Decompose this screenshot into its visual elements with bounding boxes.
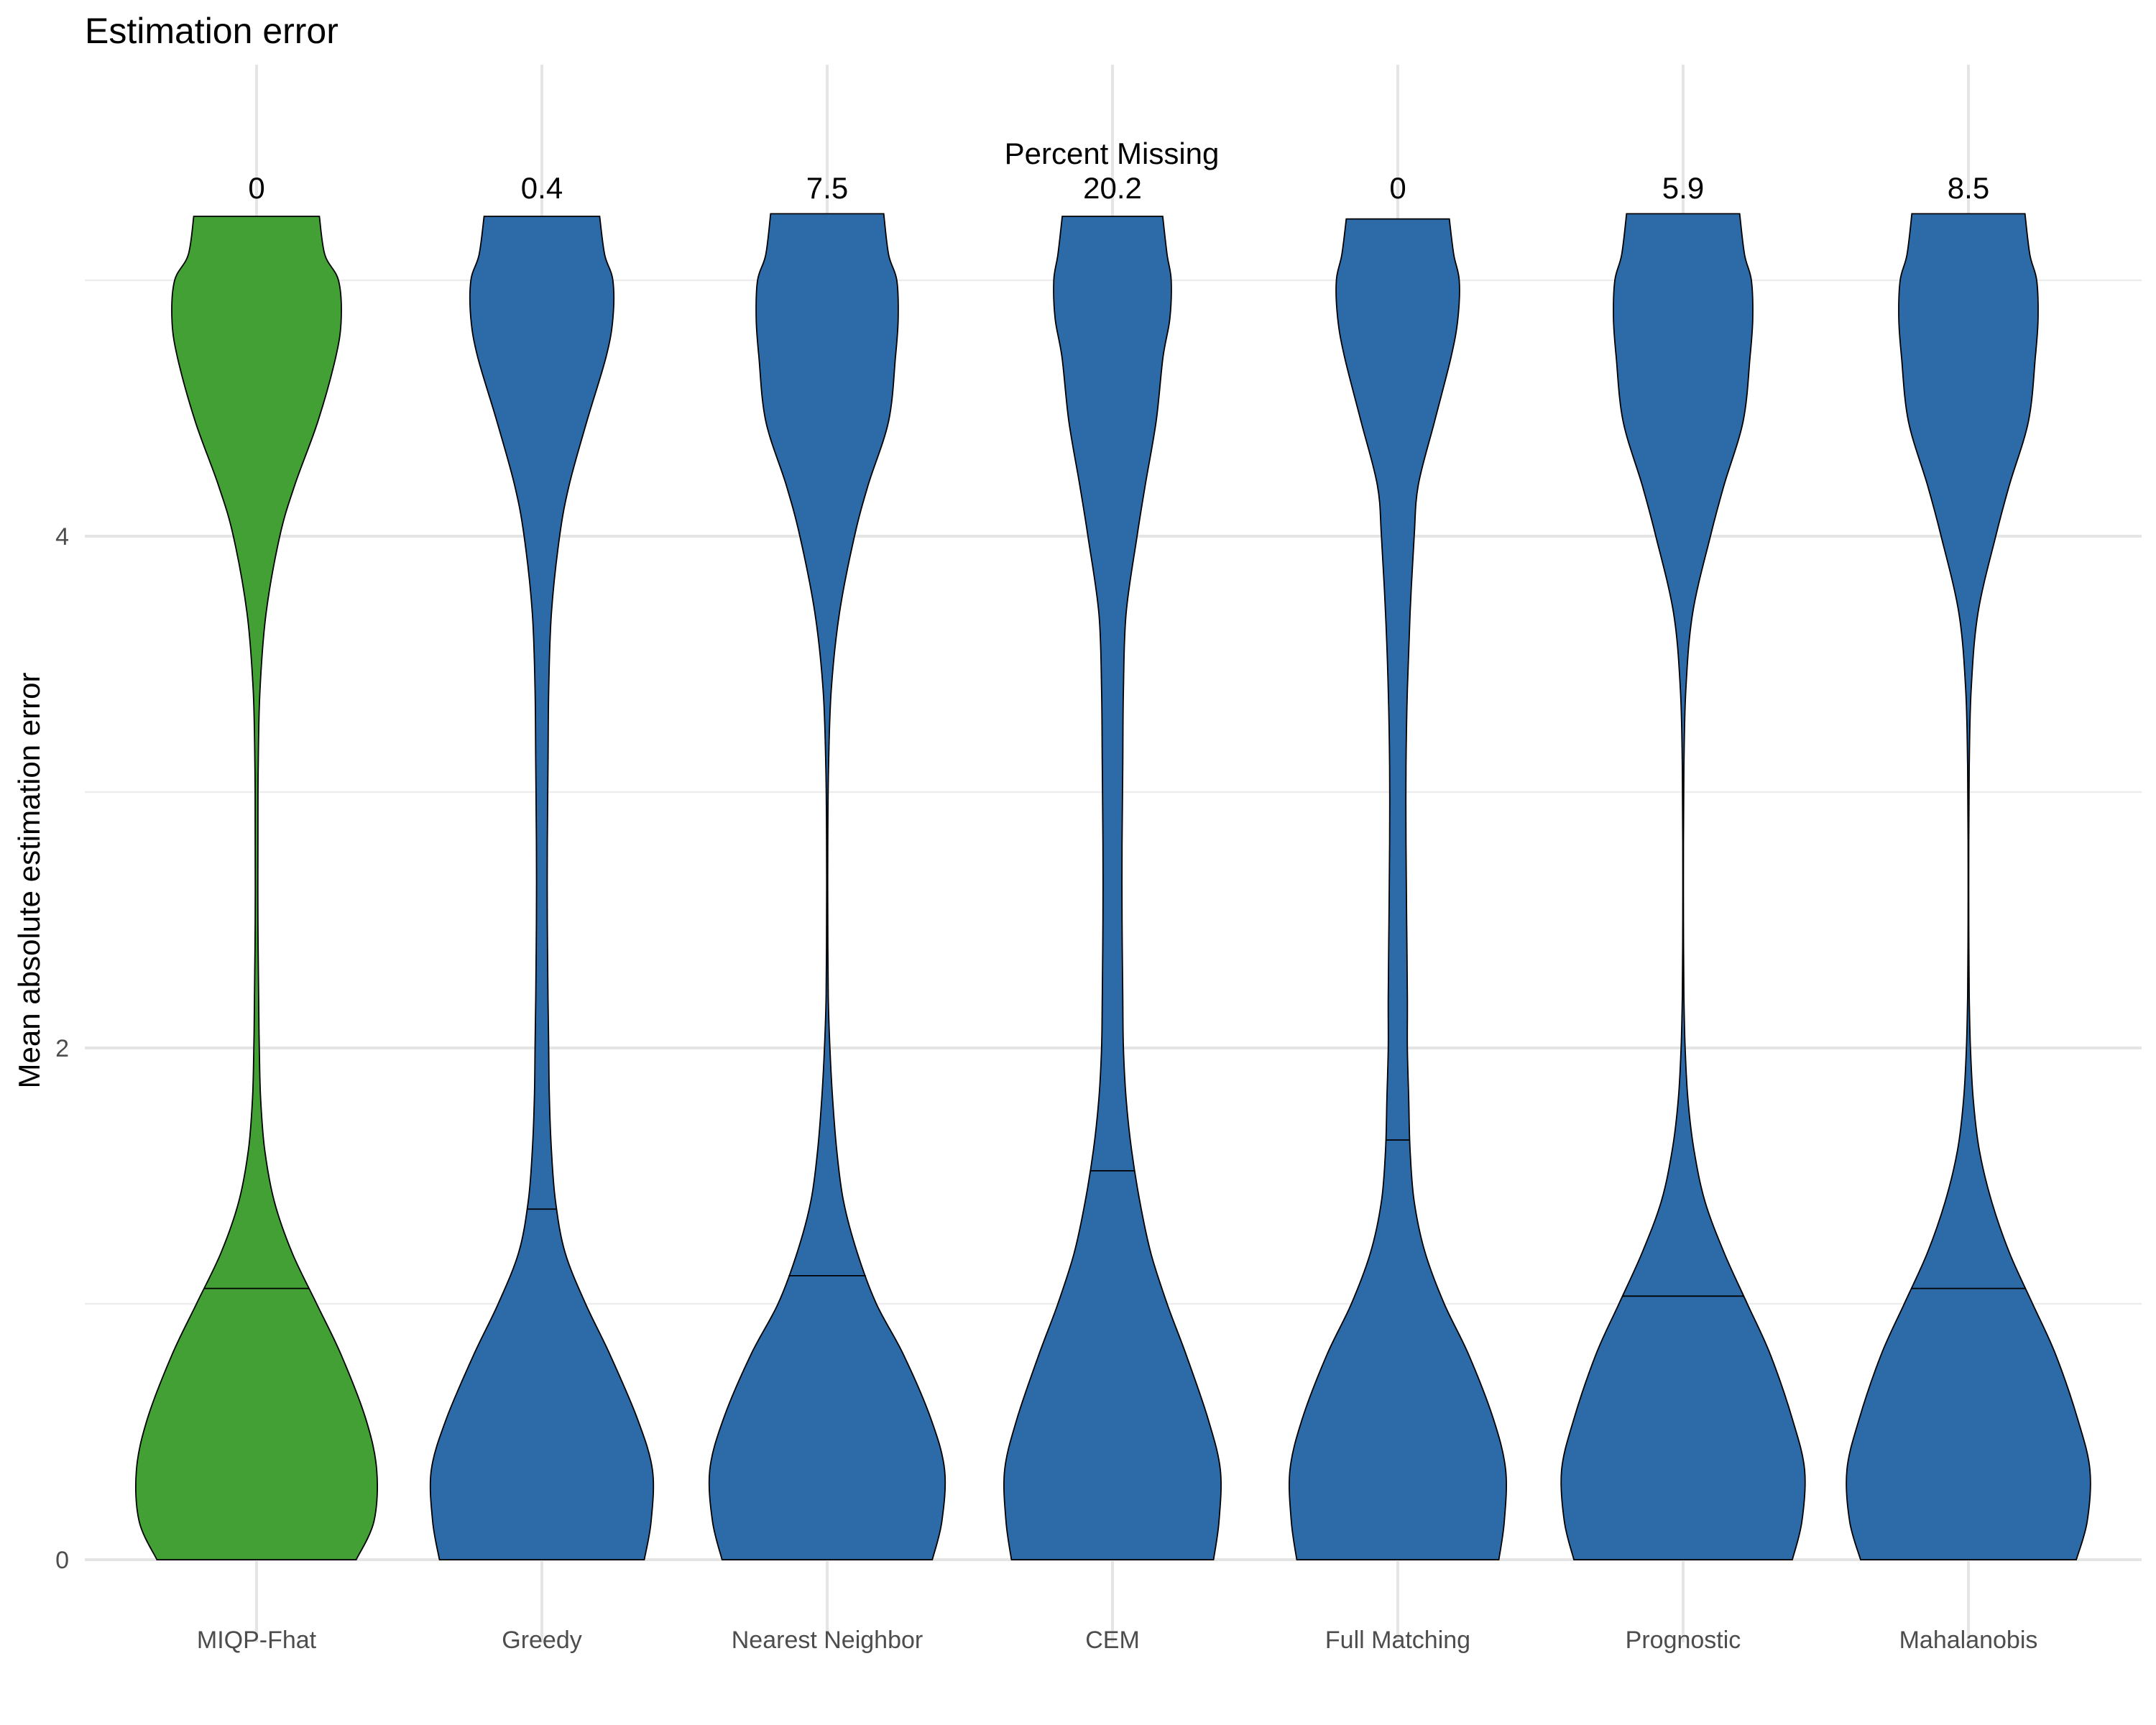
percent-missing-value: 0.4	[521, 171, 563, 205]
x-tick-label: Nearest Neighbor	[732, 1627, 923, 1654]
violin-prognostic	[1560, 213, 1806, 1560]
violin-full-matching	[1289, 218, 1507, 1560]
percent-missing-value: 7.5	[806, 171, 848, 205]
violin-cem	[1003, 216, 1222, 1560]
x-tick-label: MIQP-Fhat	[197, 1627, 317, 1654]
percent-missing-value: 8.5	[1948, 171, 1989, 205]
percent-missing-labels: 0 0.4 7.5 20.2 0 5.9 8.5	[248, 171, 1989, 205]
x-tick-label: Full Matching	[1325, 1627, 1470, 1654]
violin-miqp-fhat	[134, 216, 379, 1560]
chart-title: Estimation error	[85, 11, 338, 51]
x-tick-labels: MIQP-Fhat Greedy Nearest Neighbor CEM Full M…	[197, 1627, 2038, 1654]
x-tick-label: CEM	[1085, 1627, 1140, 1654]
violin-mahalanobis	[1846, 213, 2091, 1560]
y-tick-labels: 0 2 4	[55, 523, 69, 1574]
x-tick-label: Prognostic	[1626, 1627, 1741, 1654]
x-tick-label: Mahalanobis	[1899, 1627, 2038, 1654]
x-tick-label: Greedy	[502, 1627, 582, 1654]
percent-missing-value: 0	[248, 171, 264, 205]
y-axis-title: Mean absolute estimation error	[12, 673, 46, 1089]
y-tick-label: 2	[55, 1035, 69, 1062]
percent-missing-title: Percent Missing	[1005, 137, 1220, 170]
percent-missing-value: 0	[1389, 171, 1406, 205]
y-tick-label: 0	[55, 1547, 69, 1574]
violin-nearest-neighbor	[708, 213, 946, 1560]
violin-greedy	[429, 216, 655, 1560]
percent-missing-value: 20.2	[1083, 171, 1142, 205]
y-tick-label: 4	[55, 523, 69, 551]
violins	[134, 213, 2091, 1560]
percent-missing-value: 5.9	[1662, 171, 1704, 205]
